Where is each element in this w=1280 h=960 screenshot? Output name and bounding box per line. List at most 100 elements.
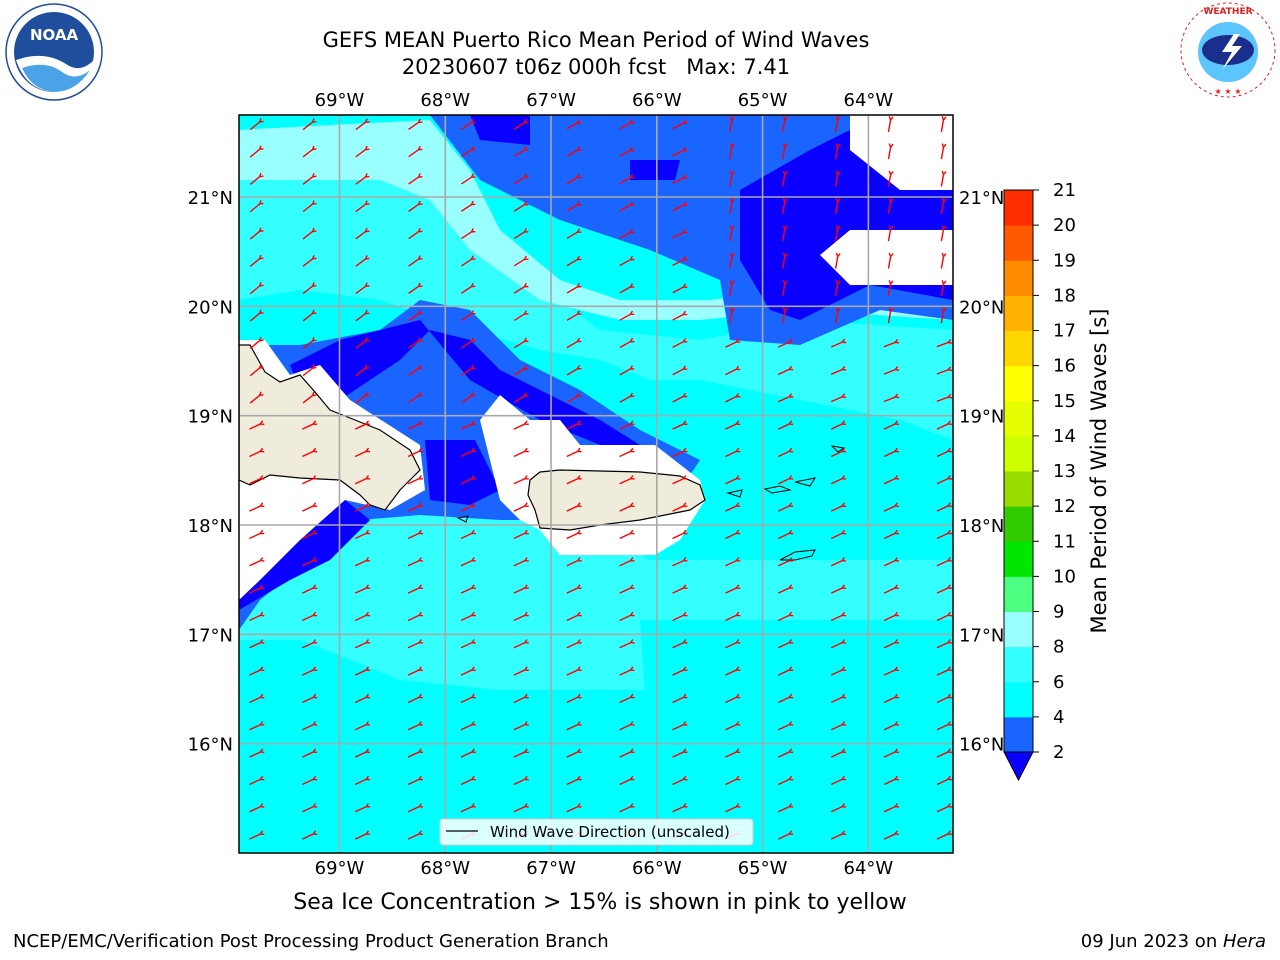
wave-arrow [461, 313, 472, 322]
wave-arrow [249, 258, 260, 267]
lon-label-bottom: 68°W [420, 858, 470, 879]
wave-arrow [883, 341, 896, 348]
wave-arrow [619, 341, 631, 349]
wave-arrow-head [311, 200, 317, 205]
wave-arrow-head [524, 666, 529, 672]
colorbar-tick-label: 6 [1053, 672, 1064, 693]
wave-arrow [513, 751, 526, 758]
wave-arrow-head [365, 475, 371, 480]
wave-arrow [672, 122, 684, 130]
wave-arrow [566, 450, 578, 458]
colorbar-swatch [1004, 681, 1033, 718]
wave-arrow-head [894, 475, 900, 480]
wave-arrow [513, 176, 525, 185]
wave-arrow [883, 696, 896, 704]
footer-credit: NCEP/EMC/Verification Post Processing Pr… [13, 931, 609, 952]
wave-arrow-head [888, 307, 894, 312]
wave-arrow [936, 806, 949, 813]
wave-arrow [830, 478, 843, 485]
wave-arrow [725, 642, 737, 649]
wave-arrow-head [941, 116, 947, 121]
wave-arrow-head [417, 309, 423, 315]
wave-arrow-head [629, 310, 635, 316]
wave-arrow [407, 696, 420, 704]
wave-arrow-head [311, 254, 317, 260]
wave-arrow-head [258, 172, 264, 178]
wave-arrow-head [364, 227, 370, 233]
wave-arrow [249, 724, 261, 731]
wave-arrow [461, 176, 472, 185]
wave-arrow-head [729, 252, 735, 258]
wave-arrow-head [682, 502, 688, 508]
wave-arrow [834, 256, 839, 269]
wave-arrow [407, 806, 420, 813]
wave-arrow [619, 778, 631, 786]
colorbar-tick-label: 13 [1053, 461, 1076, 482]
wave-arrow-head [782, 225, 788, 230]
wave-arrow [672, 286, 684, 294]
wave-arrow-head [682, 721, 688, 726]
wave-arrow [354, 478, 367, 485]
wave-arrow [513, 286, 525, 294]
wave-arrow [619, 751, 631, 758]
wave-arrow [887, 201, 892, 214]
wave-arrow-head [258, 336, 264, 342]
wave-arrow-head [888, 252, 894, 258]
wave-arrow [249, 778, 261, 786]
wave-arrow-head [258, 391, 264, 397]
wave-arrow [830, 614, 843, 622]
wave-arrow-head [470, 228, 476, 233]
wave-arrow [936, 450, 949, 458]
wave-arrow-head [577, 639, 582, 644]
wave-arrow [302, 203, 313, 213]
wave-arrow [619, 122, 631, 130]
wave-arrow-head [629, 529, 635, 535]
wave-arrow-head [523, 392, 529, 397]
wave-arrow [461, 258, 472, 267]
wave-arrow-head [576, 228, 582, 233]
wave-arrow [513, 450, 526, 458]
colorbar-tick-label: 16 [1053, 356, 1076, 377]
wave-arrow-head [418, 529, 424, 535]
colorbar-tick-label: 2 [1053, 742, 1064, 763]
wave-arrow-head [471, 557, 476, 562]
wave-arrow [782, 147, 786, 160]
wave-arrow-head [364, 255, 370, 260]
wave-arrow-head [841, 475, 847, 480]
wave-arrow [940, 201, 945, 214]
wave-arrow [672, 177, 684, 185]
wave-arrow [460, 778, 473, 786]
wave-arrow-head [629, 283, 635, 288]
wave-arrow [672, 669, 684, 676]
wave-arrow-head [788, 420, 794, 426]
wave-arrow [302, 121, 313, 131]
wave-arrow [883, 587, 896, 594]
wave-arrow [566, 204, 578, 212]
wave-arrow [460, 423, 473, 430]
wave-arrow [778, 396, 790, 403]
wave-arrow [778, 614, 790, 622]
wave-arrow [566, 176, 578, 185]
wave-arrow [672, 450, 684, 458]
wave-arrow-head [894, 502, 900, 508]
wave-arrow-head [947, 639, 952, 644]
wave-arrow [249, 176, 260, 185]
lon-label-bottom: 64°W [844, 858, 894, 879]
wave-arrow-head [788, 529, 794, 535]
wave-arrow-head [418, 447, 424, 453]
colorbar-tick-label: 9 [1053, 602, 1064, 623]
colorbar-swatch [1004, 576, 1033, 612]
wave-arrow-head [577, 775, 582, 781]
wave-arrow [249, 806, 261, 813]
footer-date-text: 09 Jun 2023 on [1080, 931, 1223, 952]
wave-arrow [883, 806, 896, 813]
wave-arrow [566, 423, 578, 430]
wave-arrow-head [523, 310, 529, 315]
wave-arrow-head [470, 173, 476, 178]
wave-arrow-head [417, 200, 423, 206]
wave-arrow [940, 256, 945, 269]
wave-arrow-head [682, 447, 688, 453]
wave-arrow-head [841, 393, 847, 398]
colorbar-extend-arrow [1003, 751, 1034, 782]
wave-arrow-head [947, 393, 953, 399]
